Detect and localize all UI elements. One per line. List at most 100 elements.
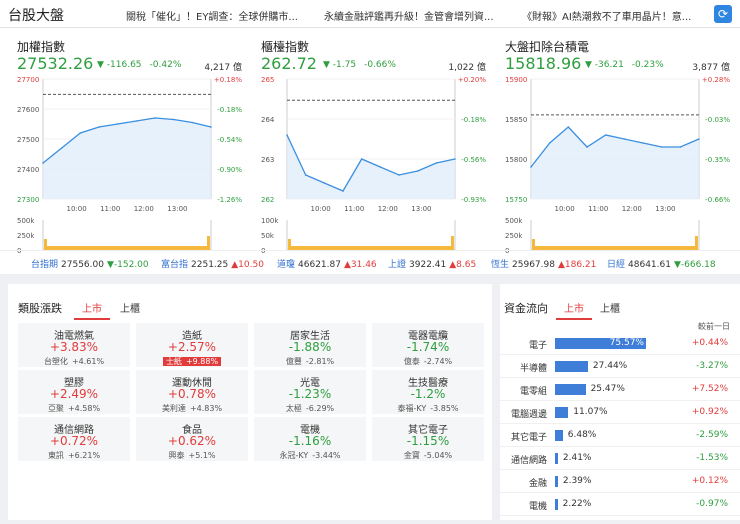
sector-tile[interactable]: 生技醫療 -1.2% 泰福-KY -3.85% <box>372 370 484 414</box>
ticker-item[interactable]: 道瓊 46621.87 ▲31.46 <box>277 257 377 270</box>
index-card-taiex[interactable]: 加權指數 27532.26 ▼ -116.65 -0.42% 4,217 億 27700 +… <box>17 28 242 254</box>
ticker-change: ▼-152.00 <box>106 260 149 270</box>
fund-flow-row[interactable]: 半導體 27.44% -3.27% <box>500 356 740 378</box>
price-area <box>43 118 211 199</box>
sector-tile[interactable]: 電器電纜 -1.74% 億泰 -2.74% <box>372 323 484 367</box>
leading-stock-info: 美利達 +4.83% <box>162 404 222 413</box>
leading-stock-name: 興泰 <box>168 451 185 460</box>
ticker-item[interactable]: 台指期 27556.00 ▼-152.00 <box>31 257 149 270</box>
leading-stock-change: -3.44% <box>312 451 341 460</box>
intraday-chart[interactable]: 15900 +0.28% 15850 -0.03% 15800 -0.35% 15750 -0… <box>505 22 730 254</box>
leading-stock: 億泰 -2.74% <box>372 356 484 367</box>
price-point <box>342 190 344 192</box>
tab-listed[interactable]: 上市 <box>556 300 592 320</box>
tab-listed[interactable]: 上市 <box>74 300 110 320</box>
leading-stock: 美利達 +4.83% <box>136 403 248 414</box>
x-tick-label: 10:00 <box>67 205 87 213</box>
fund-flow-change: +0.12% <box>691 476 728 486</box>
leading-stock-name: 台塑化 <box>43 357 68 366</box>
leading-stock-name: 東訊 <box>47 451 64 460</box>
pct-tick-label: -0.66% <box>705 196 730 204</box>
news-link[interactable]: 關稅「催化」！EY調查：全球併購市... <box>126 12 298 23</box>
index-card-otc[interactable]: 櫃檯指數 262.72 ▼ -1.75 -0.66% 1,022 億 265 +0.20% 2… <box>261 28 486 254</box>
x-tick-label: 10:00 <box>555 205 575 213</box>
index-price: 262.72 <box>261 54 317 73</box>
tab-otc[interactable]: 上櫃 <box>120 304 140 315</box>
sector-name: 油電燃氣 <box>54 331 94 342</box>
sector-name: 電子 <box>528 341 547 351</box>
ticker-name: 台指期 <box>31 260 59 270</box>
fund-flow-row[interactable]: 金融 2.39% +0.12% <box>500 471 740 493</box>
intraday-chart[interactable]: 265 +0.20% 264 -0.18% 263 -0.56% 262 -0.93% 10:0… <box>261 22 486 254</box>
y-tick-label: 27300 <box>17 196 39 204</box>
x-tick-label: 12:00 <box>134 205 154 213</box>
tab-otc[interactable]: 上櫃 <box>600 304 620 315</box>
sector-tile[interactable]: 居家生活 -1.88% 億豐 -2.81% <box>254 323 366 367</box>
y-tick-label: 15800 <box>505 156 527 164</box>
news-link[interactable]: 永續金融評鑑再升級！金管會增列資... <box>324 12 494 23</box>
leading-stock-name: 太極 <box>285 404 302 413</box>
ticker-change: ▲31.46 <box>343 260 377 270</box>
ticker-name: 恆生 <box>491 260 510 270</box>
ticker-item[interactable]: 富台指 2251.25 ▲10.50 <box>161 257 264 270</box>
ticker-name: 富台指 <box>161 260 189 270</box>
fund-flow-value: 27.44% <box>592 361 628 371</box>
ticker-bar: 台指期 27556.00 ▼-152.00 富台指 2251.25 ▲10.50 道瓊 466… <box>0 250 740 272</box>
pct-tick-label: +0.20% <box>458 76 486 84</box>
sector-name: 造紙 <box>182 331 202 342</box>
ticker-item[interactable]: 上證 3922.41 ▲8.65 <box>388 257 476 270</box>
news-link[interactable]: 《財報》AI熱潮救不了車用晶片！意... <box>522 12 692 23</box>
sector-panel: 類股漲跌 上市 上櫃 油電燃氣 +3.83% 台塑化 +4.61% 造紙 +2.57% 士紙… <box>8 284 492 520</box>
price-area <box>287 135 455 199</box>
sector-name: 通信網路 <box>510 456 547 466</box>
price-point <box>210 126 212 128</box>
index-card-ex-tsmc[interactable]: 大盤扣除台積電 15818.96 ▼ -36.21 -0.23% 3,877 億 1590… <box>505 28 730 254</box>
y-tick-label: 263 <box>261 156 274 164</box>
sector-name: 電機 <box>528 502 547 512</box>
sector-tile[interactable]: 塑膠 +2.49% 亞聚 +4.58% <box>18 370 130 414</box>
sector-tile[interactable]: 造紙 +2.57% 士紙 +9.88% <box>136 323 248 367</box>
leading-stock-info: 東訊 +6.21% <box>48 451 100 460</box>
fund-flow-title: 資金流向 <box>504 302 548 315</box>
sector-tile[interactable]: 油電燃氣 +3.83% 台塑化 +4.61% <box>18 323 130 367</box>
sector-name: 食品 <box>182 425 202 436</box>
ticker-value: 27556.00 <box>61 260 104 270</box>
price-point <box>286 134 288 136</box>
sector-tile[interactable]: 運動休閒 +0.78% 美利達 +4.83% <box>136 370 248 414</box>
sector-name: 運動休閒 <box>172 378 212 389</box>
pct-tick-label: -1.26% <box>217 196 242 204</box>
index-change-pct: -0.23% <box>631 60 664 70</box>
volume-bar <box>44 239 47 250</box>
fund-flow-row[interactable]: 電機 2.22% -0.97% <box>500 494 740 516</box>
leading-stock-change: -3.85% <box>430 404 459 413</box>
index-price: 27532.26 <box>17 54 94 73</box>
fund-flow-row[interactable]: 電零組 25.47% +7.52% <box>500 379 740 401</box>
fund-flow-row[interactable]: 通信網路 2.41% -1.53% <box>500 448 740 470</box>
sector-tile[interactable]: 食品 +0.62% 興泰 +5.1% <box>136 417 248 461</box>
leading-stock-info: 太極 -6.29% <box>286 404 334 413</box>
fund-flow-row[interactable]: 其它電子 6.48% -2.59% <box>500 425 740 447</box>
ticker-item[interactable]: 恆生 25967.98 ▲186.21 <box>491 257 596 270</box>
sector-change: +2.57% <box>167 340 217 354</box>
x-tick-label: 11:00 <box>344 205 364 213</box>
fund-flow-row[interactable]: 電腦週邊 11.07% +0.92% <box>500 402 740 424</box>
y-tick-label: 27500 <box>17 136 39 144</box>
intraday-chart[interactable]: 27700 +0.18% 27600 -0.18% 27500 -0.54% 27400 -0… <box>17 22 242 254</box>
ticker-value: 25967.98 <box>512 260 555 270</box>
sector-title: 類股漲跌 <box>18 302 62 315</box>
pct-tick-label: -0.90% <box>217 166 242 174</box>
sector-change: -1.15% <box>406 434 450 448</box>
leading-stock: 永冠-KY -3.44% <box>254 450 366 461</box>
ticker-item[interactable]: 日經 48641.61 ▼-666.18 <box>607 257 716 270</box>
sector-tile[interactable]: 通信網路 +0.72% 東訊 +6.21% <box>18 417 130 461</box>
sector-tile[interactable]: 光電 -1.23% 太極 -6.29% <box>254 370 366 414</box>
y-tick-label: 27700 <box>17 76 39 84</box>
y-tick-label: 265 <box>261 76 274 84</box>
refresh-button[interactable]: ⟳ <box>714 5 732 23</box>
sector-tile[interactable]: 電機 -1.16% 永冠-KY -3.44% <box>254 417 366 461</box>
sector-tile[interactable]: 其它電子 -1.15% 金寶 -5.04% <box>372 417 484 461</box>
prev-day-label: 較前一日 <box>698 322 730 331</box>
price-point <box>98 126 100 128</box>
fund-flow-row[interactable]: 電子 75.57% +0.44% <box>500 333 740 355</box>
leading-stock-change: +6.21% <box>67 451 101 460</box>
